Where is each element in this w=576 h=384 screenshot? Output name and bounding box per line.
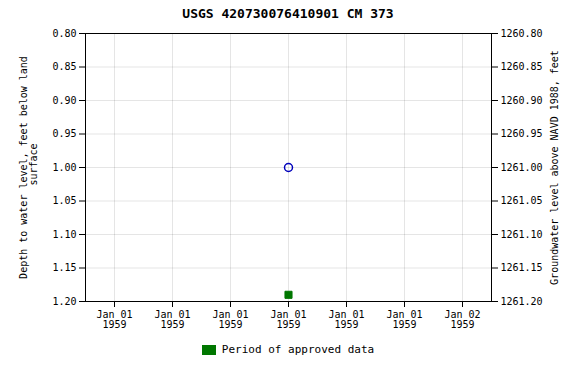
svg-text:Jan 011959: Jan 011959	[154, 309, 190, 330]
svg-text:Jan 011959: Jan 011959	[96, 309, 132, 330]
svg-text:1260.80: 1260.80	[501, 28, 543, 39]
svg-text:1260.90: 1260.90	[501, 95, 543, 106]
svg-text:1.10: 1.10	[52, 229, 76, 240]
svg-text:1.05: 1.05	[52, 195, 76, 206]
svg-text:1261.10: 1261.10	[501, 229, 543, 240]
svg-text:0.90: 0.90	[52, 95, 76, 106]
svg-text:0.95: 0.95	[52, 128, 76, 139]
svg-text:1261.15: 1261.15	[501, 262, 543, 273]
svg-text:1.15: 1.15	[52, 262, 76, 273]
svg-text:Depth to water level, feet bel: Depth to water level, feet below land su…	[18, 56, 39, 279]
html-text:Period of approved data: Period of approved data	[221, 343, 375, 356]
svg-text:0.80: 0.80	[52, 28, 76, 39]
svg-text:Jan 011959: Jan 011959	[212, 309, 248, 330]
svg-text:1260.95: 1260.95	[501, 128, 543, 139]
svg-text:Jan 021959: Jan 021959	[444, 309, 480, 330]
svg-text:1.20: 1.20	[52, 296, 76, 307]
svg-text:1260.85: 1260.85	[501, 61, 543, 72]
svg-text:Jan 011959: Jan 011959	[328, 309, 364, 330]
html-text:USGS 420730076410901 CM 373: USGS 420730076410901 CM 373	[182, 6, 394, 21]
svg-text:Jan 011959: Jan 011959	[270, 309, 306, 330]
svg-text:Groundwater level above NAVD 1: Groundwater level above NAVD 1988, feet	[549, 50, 560, 285]
svg-text:Jan 011959: Jan 011959	[386, 309, 422, 330]
svg-text:1261.00: 1261.00	[501, 162, 543, 173]
svg-text:0.85: 0.85	[52, 61, 76, 72]
svg-text:1261.20: 1261.20	[501, 296, 543, 307]
svg-text:1.00: 1.00	[52, 162, 76, 173]
svg-text:1261.05: 1261.05	[501, 195, 543, 206]
